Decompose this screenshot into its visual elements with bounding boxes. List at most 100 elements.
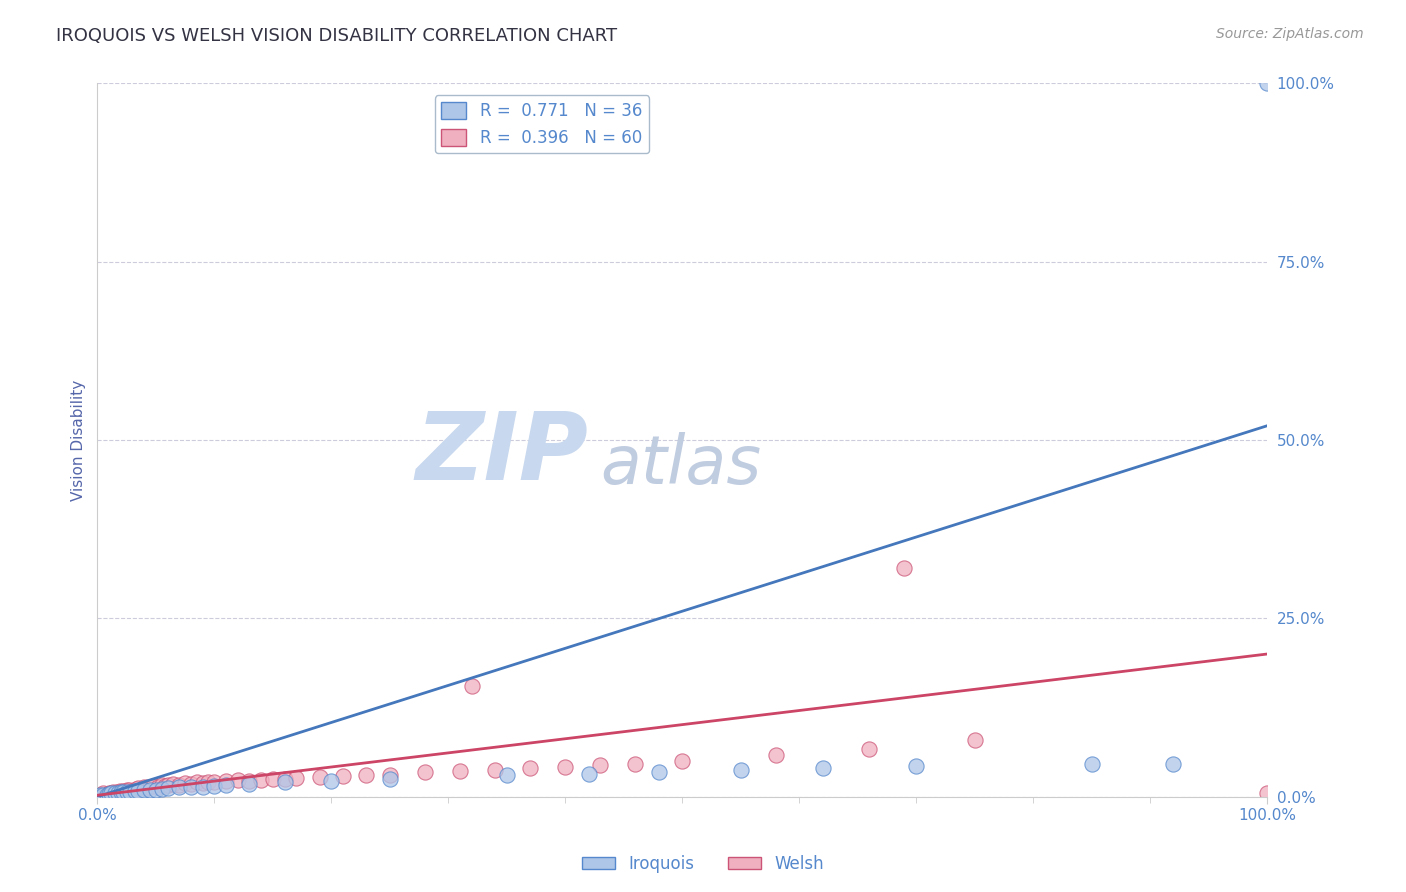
Point (378, 772, 401, 786)
Point (1256, 786, 1278, 800)
Point (893, 561, 915, 575)
Point (156, 778, 179, 792)
Point (238, 777, 260, 791)
Point (191, 776, 214, 790)
Point (215, 774, 238, 789)
Point (153, 779, 176, 793)
Point (238, 774, 260, 789)
Point (356, 768, 378, 782)
Point (1163, 756, 1185, 771)
Point (142, 779, 165, 793)
Point (215, 778, 238, 792)
Point (91, 788, 114, 802)
Text: Source: ZipAtlas.com: Source: ZipAtlas.com (1216, 27, 1364, 41)
Point (139, 782, 162, 797)
Point (765, 748, 787, 763)
Legend: Iroquois, Welsh: Iroquois, Welsh (575, 848, 831, 880)
Point (519, 761, 541, 775)
Point (146, 780, 169, 794)
Point (127, 784, 149, 798)
Point (162, 777, 184, 791)
Point (1256, 77, 1278, 91)
Point (98, 786, 121, 800)
Point (150, 778, 173, 792)
Point (167, 778, 190, 792)
Point (100, 786, 122, 800)
Point (91, 786, 114, 800)
Point (134, 780, 156, 795)
Point (112, 784, 135, 798)
Point (321, 774, 343, 789)
Point (589, 758, 612, 772)
Text: IROQUOIS VS WELSH VISION DISABILITY CORRELATION CHART: IROQUOIS VS WELSH VISION DISABILITY CORR… (56, 27, 617, 45)
Point (118, 782, 141, 797)
Point (110, 785, 132, 799)
Point (107, 786, 129, 800)
Point (125, 781, 148, 796)
Point (105, 785, 128, 799)
Point (308, 770, 330, 784)
Point (730, 763, 752, 777)
Point (101, 785, 124, 799)
Point (578, 767, 600, 781)
Point (460, 679, 482, 693)
Point (121, 784, 143, 798)
Point (449, 764, 471, 778)
Point (124, 784, 146, 798)
Point (180, 780, 202, 794)
Point (156, 781, 179, 796)
Point (262, 772, 284, 786)
Point (378, 767, 401, 781)
Point (89, 789, 111, 803)
Point (858, 742, 880, 756)
Point (115, 783, 138, 797)
Point (495, 768, 517, 782)
Point (94, 788, 117, 802)
Point (108, 784, 131, 798)
Point (648, 764, 671, 779)
Point (285, 771, 308, 785)
Point (180, 777, 202, 791)
Point (120, 785, 142, 799)
Point (104, 786, 127, 800)
Point (226, 773, 249, 788)
Point (134, 783, 156, 797)
Point (110, 785, 132, 799)
Point (273, 772, 295, 786)
Point (131, 782, 153, 797)
Point (90, 788, 112, 802)
Point (671, 754, 693, 768)
Point (963, 732, 986, 747)
Point (624, 756, 647, 771)
Point (202, 775, 225, 789)
Point (98, 787, 121, 801)
Point (150, 781, 173, 796)
Point (100, 786, 122, 800)
Point (104, 786, 127, 800)
Point (202, 779, 225, 793)
Point (145, 782, 167, 797)
Point (811, 761, 834, 775)
Point (112, 785, 135, 799)
Text: atlas: atlas (600, 432, 762, 498)
Point (191, 780, 214, 794)
Point (186, 775, 208, 789)
Point (197, 774, 219, 789)
Point (332, 769, 354, 783)
Point (1080, 756, 1102, 771)
Text: ZIP: ZIP (416, 409, 589, 500)
Y-axis label: Vision Disability: Vision Disability (72, 379, 86, 500)
Point (136, 780, 159, 795)
Point (167, 780, 190, 795)
Point (96, 788, 118, 802)
Point (484, 763, 506, 777)
Point (174, 776, 197, 790)
Point (413, 765, 436, 780)
Point (139, 780, 162, 794)
Point (554, 760, 576, 774)
Point (273, 775, 295, 789)
Point (250, 772, 273, 787)
Point (97, 787, 120, 801)
Point (87, 789, 110, 803)
Point (905, 759, 928, 773)
